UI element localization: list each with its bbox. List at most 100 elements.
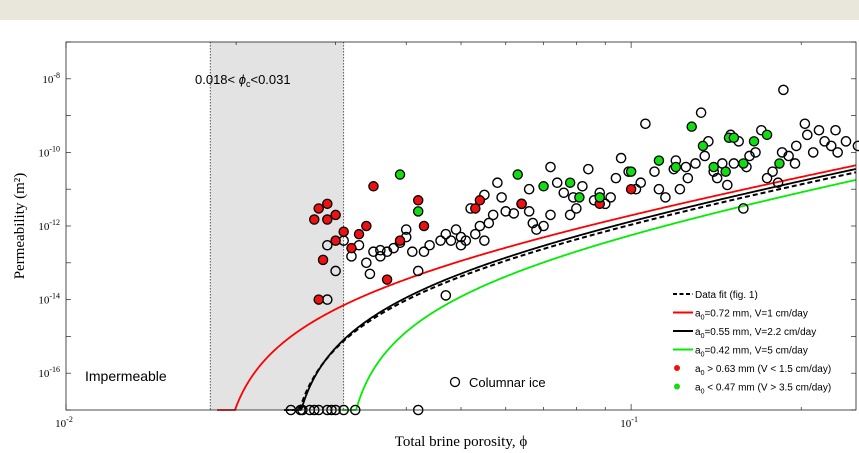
data-point-green: [594, 192, 605, 203]
data-point-green: [748, 136, 760, 147]
data-point-green: [670, 161, 682, 173]
legend-entry-label: a0=0.55 mm, V=2.2 cm/day: [695, 327, 816, 340]
data-point-green: [625, 166, 637, 177]
data-point-columnar: [653, 183, 665, 195]
data-point-green: [720, 166, 731, 177]
data-point-columnar: [406, 246, 418, 258]
y-tick-label: 10-8: [42, 71, 60, 86]
data-point-green: [738, 158, 749, 169]
y-tick-label: 10-14: [38, 292, 60, 307]
data-point-columnar: [690, 158, 701, 169]
columnar-ice-label: Columnar ice: [469, 375, 546, 390]
data-point-columnar: [789, 158, 801, 169]
data-point-green: [538, 181, 549, 192]
data-point-columnar: [400, 224, 412, 235]
data-point-columnar: [761, 172, 773, 184]
data-point-columnar: [682, 172, 694, 184]
data-point-columnar: [615, 152, 627, 164]
fit-line-black: [287, 168, 857, 411]
data-point-red: [330, 235, 341, 246]
data-point-columnar: [744, 150, 755, 162]
data-point-columnar: [538, 220, 549, 232]
data-point-green: [774, 158, 785, 169]
data-point-columnar: [450, 224, 462, 235]
data-point-red: [353, 228, 365, 240]
data-point-columnar: [605, 192, 616, 203]
data-point-columnar: [711, 172, 723, 184]
data-point-green: [686, 121, 697, 132]
x-tick-label: 10-1: [620, 415, 638, 430]
data-point-columnar: [364, 268, 376, 280]
data-point-green: [394, 169, 406, 180]
y-tick-label: 10-16: [38, 365, 60, 380]
data-point-columnar: [750, 147, 761, 158]
data-point-columnar: [610, 172, 622, 184]
data-point-columnar: [767, 166, 778, 177]
data-point-columnar: [545, 161, 556, 173]
data-point-green: [697, 140, 709, 152]
legend-swatch: [674, 383, 680, 390]
data-point-columnar: [571, 203, 582, 214]
data-point-columnar: [825, 140, 837, 152]
data-point-columnar: [445, 235, 457, 246]
data-point-columnar: [635, 177, 647, 189]
data-point-columnar: [545, 209, 556, 221]
data-point-red: [381, 274, 393, 285]
data-point-columnar: [649, 166, 660, 177]
fit-line-green: [342, 179, 857, 411]
data-point-columnar: [799, 118, 811, 130]
data-point-columnar: [772, 177, 784, 189]
data-point-columnar: [783, 150, 794, 162]
data-point-columnar: [523, 183, 535, 195]
critical-porosity-band: [210, 42, 344, 410]
data-point-columnar: [660, 192, 671, 203]
data-point-columnar: [640, 118, 651, 130]
data-point-columnar: [830, 124, 841, 136]
data-point-red: [394, 235, 406, 246]
data-point-columnar: [440, 228, 452, 240]
fit-lines: [217, 164, 857, 411]
data-point-columnar: [790, 140, 802, 152]
data-point-red: [516, 198, 527, 210]
data-point-green: [512, 169, 523, 180]
data-point-green: [412, 206, 424, 217]
data-point-columnar: [500, 206, 512, 217]
legend-entry-label: a0 > 0.63 mm (V < 1.5 cm/day): [695, 364, 831, 377]
legend-swatch: [674, 365, 680, 371]
axis-ticks: 10-2 10-1 10-8 10-10 10-12 10-14 10-16: [38, 41, 856, 430]
data-point-red: [412, 195, 424, 206]
data-point-columnar: [722, 179, 733, 191]
data-point-columnar: [564, 209, 576, 221]
data-point-columnar: [483, 217, 495, 229]
data-point-columnar: [852, 140, 859, 152]
data-point-columnar: [801, 129, 813, 141]
data-point-green: [653, 155, 665, 166]
data-point-columnar: [583, 163, 594, 175]
data-point-columnar: [361, 257, 372, 269]
legend: Data fit (fig. 1) a0=0.72 mm, V=1 cm/day a…: [673, 290, 831, 396]
data-point-red: [625, 183, 637, 195]
y-tick-label: 10-10: [38, 144, 60, 159]
band-label: 0.018< ϕc<0.031: [195, 72, 291, 89]
data-point-columnar: [523, 206, 535, 217]
data-point-columnar: [496, 192, 507, 203]
data-point-columnar: [680, 161, 692, 173]
data-point-green: [728, 132, 740, 144]
data-point-columnar: [418, 246, 430, 258]
data-point-columnar: [508, 208, 520, 219]
data-point-columnar: [695, 107, 707, 118]
data-point-columnar: [840, 136, 852, 147]
data-point-columnar: [807, 147, 819, 158]
data-point-green: [708, 161, 719, 173]
data-point-columnar: [322, 239, 333, 251]
data-points: [285, 84, 859, 416]
data-point-red: [322, 198, 333, 210]
data-point-red: [322, 214, 333, 225]
data-point-columnar: [330, 265, 341, 277]
data-point-columnar: [551, 177, 563, 189]
data-point-green: [564, 177, 576, 188]
data-point-red: [338, 226, 349, 237]
data-point-columnar: [492, 177, 503, 189]
data-point-red: [330, 209, 341, 221]
